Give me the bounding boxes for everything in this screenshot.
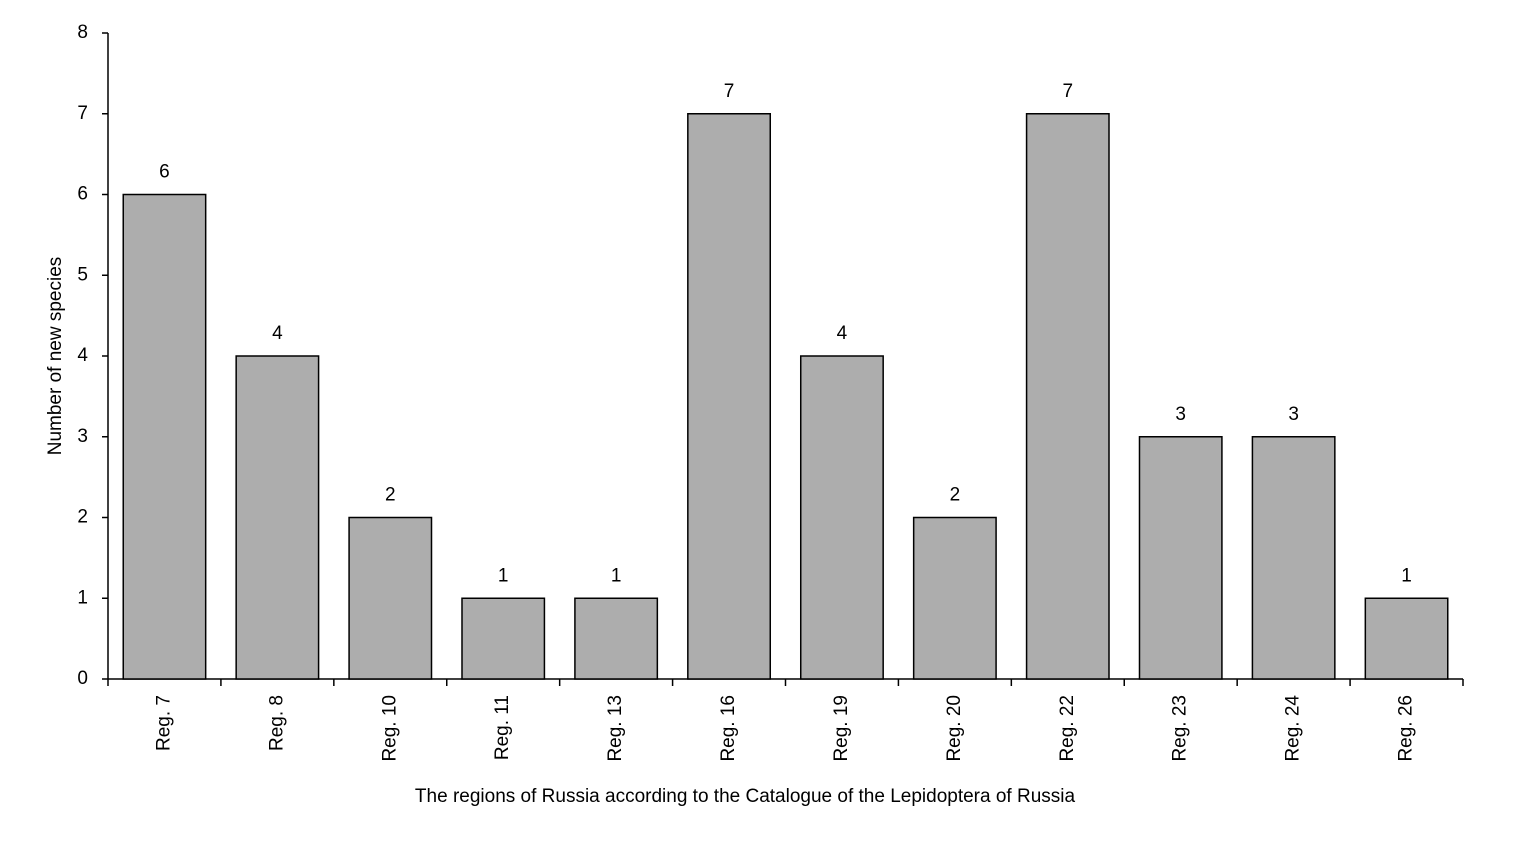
data-label: 2 bbox=[385, 485, 396, 506]
x-tick-label: Reg. 13 bbox=[605, 695, 626, 762]
data-label: 1 bbox=[1401, 565, 1412, 586]
x-axis-label: The regions of Russia according to the C… bbox=[415, 786, 1076, 807]
x-tick-label: Reg. 7 bbox=[153, 695, 174, 751]
bar bbox=[912, 516, 997, 680]
bar bbox=[235, 355, 320, 680]
data-label: 1 bbox=[498, 565, 509, 586]
y-tick-label: 3 bbox=[77, 426, 88, 447]
y-tick-label: 7 bbox=[77, 103, 88, 124]
y-tick-label: 0 bbox=[77, 668, 88, 689]
x-tick-label: Reg. 26 bbox=[1396, 695, 1417, 762]
data-label: 7 bbox=[724, 81, 735, 102]
y-tick-label: 6 bbox=[77, 184, 88, 205]
y-tick-label: 5 bbox=[77, 264, 88, 285]
data-label: 3 bbox=[1175, 404, 1186, 425]
data-label: 7 bbox=[1063, 81, 1074, 102]
data-label: 2 bbox=[950, 485, 961, 506]
data-label: 6 bbox=[159, 162, 170, 183]
bar bbox=[687, 113, 772, 680]
bar bbox=[1364, 597, 1449, 680]
y-tick-label: 1 bbox=[77, 587, 88, 608]
data-label: 3 bbox=[1288, 404, 1299, 425]
bar bbox=[574, 597, 659, 680]
x-tick-label: Reg. 11 bbox=[492, 695, 513, 760]
bar bbox=[461, 597, 546, 680]
y-axis-label: Number of new species bbox=[45, 257, 66, 456]
x-tick-label: Reg. 10 bbox=[379, 695, 400, 762]
x-tick-label: Reg. 19 bbox=[831, 695, 852, 762]
x-tick-label: Reg. 22 bbox=[1057, 695, 1078, 762]
bar bbox=[1025, 113, 1110, 680]
data-label: 4 bbox=[272, 323, 283, 344]
y-tick-label: 8 bbox=[77, 22, 88, 43]
data-label: 1 bbox=[611, 565, 622, 586]
bar bbox=[348, 516, 433, 680]
x-tick-label: Reg. 16 bbox=[718, 695, 739, 762]
bar bbox=[122, 193, 207, 680]
bar bbox=[1251, 436, 1336, 680]
x-tick-label: Reg. 8 bbox=[266, 695, 287, 751]
x-tick-label: Reg. 24 bbox=[1283, 695, 1304, 762]
y-tick-label: 4 bbox=[77, 345, 88, 366]
data-label: 4 bbox=[837, 323, 848, 344]
bar bbox=[799, 355, 884, 680]
bar bbox=[1138, 436, 1223, 680]
x-tick-label: Reg. 23 bbox=[1170, 695, 1191, 762]
y-tick-label: 2 bbox=[77, 507, 88, 528]
x-tick-label: Reg. 20 bbox=[944, 695, 965, 762]
